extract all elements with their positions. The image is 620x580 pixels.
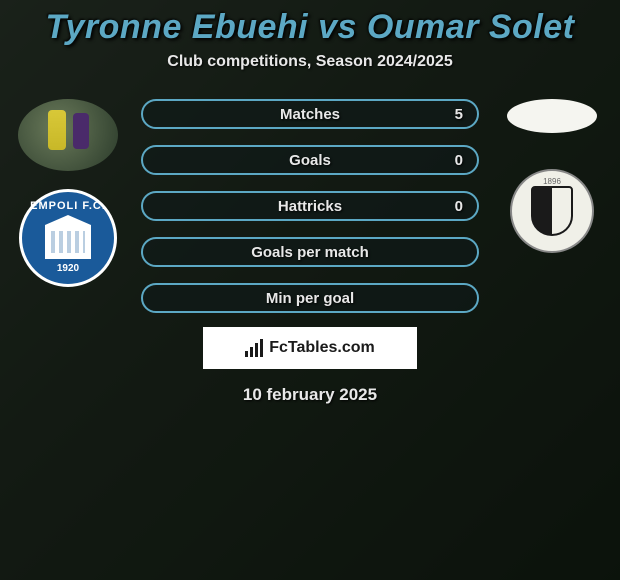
stat-value-right: 0 xyxy=(455,198,463,215)
comparison-title: Tyronne Ebuehi vs Oumar Solet xyxy=(45,8,574,47)
club-badge-empoli: EMPOLI F.C. 1920 xyxy=(19,189,117,287)
club-badge-empoli-name: EMPOLI F.C. xyxy=(30,200,106,212)
stat-row-goals: Goals 0 xyxy=(141,145,479,175)
comparison-subtitle: Club competitions, Season 2024/2025 xyxy=(167,53,452,71)
stat-value-right: 0 xyxy=(455,152,463,169)
stat-label: Goals xyxy=(289,152,331,169)
stat-label: Hattricks xyxy=(278,198,342,215)
stat-row-min-per-goal: Min per goal xyxy=(141,283,479,313)
stat-value-right: 5 xyxy=(455,106,463,123)
club-badge-udinese: 1896 xyxy=(510,169,594,253)
bar-chart-icon xyxy=(245,339,263,357)
club-badge-udinese-shield-icon xyxy=(531,186,573,236)
stat-row-goals-per-match: Goals per match xyxy=(141,237,479,267)
stat-pills: Matches 5 Goals 0 Hattricks 0 Goals per … xyxy=(141,99,479,313)
stat-label: Matches xyxy=(280,106,340,123)
main-comparison-area: EMPOLI F.C. 1920 Matches 5 Goals 0 Hattr… xyxy=(0,99,620,313)
brand-box[interactable]: FcTables.com xyxy=(203,327,417,369)
club-badge-udinese-year: 1896 xyxy=(543,177,561,186)
club-badge-empoli-year: 1920 xyxy=(57,263,79,274)
stat-row-hattricks: Hattricks 0 xyxy=(141,191,479,221)
player-photo-right xyxy=(507,99,597,133)
right-player-column: 1896 xyxy=(497,99,607,253)
left-player-column: EMPOLI F.C. 1920 xyxy=(13,99,123,287)
stat-label: Goals per match xyxy=(251,244,369,261)
player-photo-left xyxy=(18,99,118,171)
brand-text: FcTables.com xyxy=(269,339,375,357)
stat-row-matches: Matches 5 xyxy=(141,99,479,129)
club-badge-empoli-icon xyxy=(45,225,91,259)
date-label: 10 february 2025 xyxy=(243,385,377,405)
stat-label: Min per goal xyxy=(266,290,354,307)
